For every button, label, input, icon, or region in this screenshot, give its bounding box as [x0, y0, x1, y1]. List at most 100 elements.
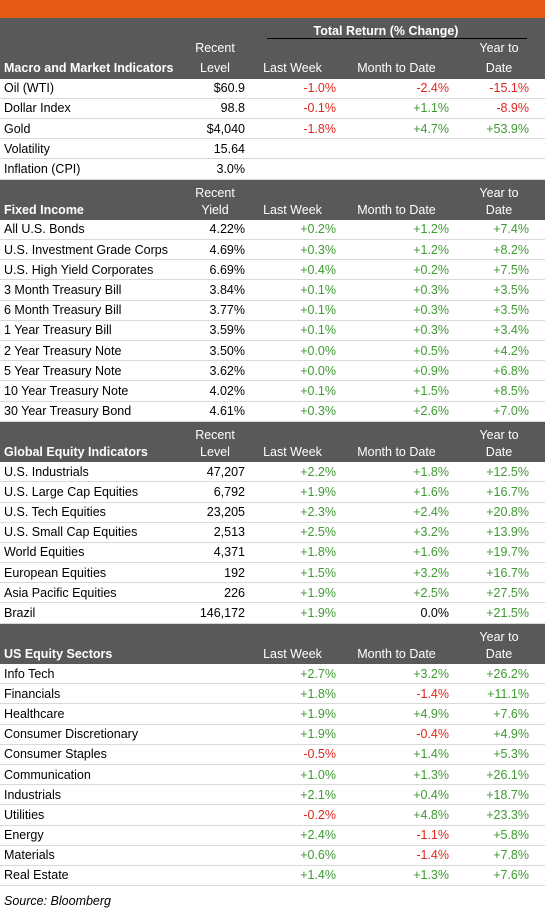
table-row: Oil (WTI) $60.9 -1.0% -2.4% -15.1%	[0, 79, 545, 99]
table-row: Dollar Index 98.8 -0.1% +1.1% -8.9%	[0, 99, 545, 119]
row-level: 6.69%	[209, 262, 245, 277]
row-month-to-date: +2.4%	[413, 505, 449, 520]
row-month-to-date: +0.3%	[413, 283, 449, 298]
row-last-week: +0.2%	[300, 222, 336, 237]
row-level: 4.69%	[209, 242, 245, 257]
table-row: 6 Month Treasury Bill 3.77% +0.1% +0.3% +3.5…	[0, 301, 545, 321]
table-row: U.S. Industrials 47,207 +2.2% +1.8% +12.5%	[0, 462, 545, 483]
table-row: U.S. Investment Grade Corps 4.69% +0.3% +1.…	[0, 240, 545, 261]
ytd-header-line2: Date	[485, 61, 513, 76]
row-last-week: +0.0%	[300, 343, 336, 358]
row-name: Communication	[4, 767, 91, 782]
table-row: 1 Year Treasury Bill 3.59% +0.1% +0.3% +3.4%	[0, 321, 545, 341]
accent-bar	[0, 0, 545, 18]
row-month-to-date: +0.2%	[413, 262, 449, 277]
level-header-line1: Recent	[195, 427, 235, 442]
row-year-to-date: +7.5%	[493, 262, 529, 277]
section-header-top: Total Return (% Change)	[0, 18, 545, 40]
row-year-to-date: +12.5%	[486, 464, 529, 479]
section-header-top: Recent Year to	[0, 421, 545, 442]
section-title: Fixed Income	[4, 202, 84, 217]
row-month-to-date: +1.3%	[413, 767, 449, 782]
row-year-to-date: +21.5%	[486, 606, 529, 621]
row-year-to-date: +27.5%	[486, 585, 529, 600]
row-year-to-date: +8.2%	[493, 242, 529, 257]
row-month-to-date: +0.9%	[413, 363, 449, 378]
ytd-header-line1: Year to	[479, 427, 519, 442]
table-row: All U.S. Bonds 4.22% +0.2% +1.2% +7.4%	[0, 220, 545, 241]
row-name: 1 Year Treasury Bill	[4, 323, 112, 338]
table-row: U.S. High Yield Corporates 6.69% +0.4% +0.2…	[0, 260, 545, 281]
row-name: Real Estate	[4, 868, 69, 883]
row-year-to-date: -15.1%	[489, 81, 529, 96]
last-week-header: Last Week	[263, 445, 322, 460]
row-name: U.S. Tech Equities	[4, 505, 106, 520]
row-last-week: +1.9%	[300, 706, 336, 721]
last-week-header: Last Week	[263, 61, 322, 76]
row-month-to-date: -2.4%	[416, 81, 449, 96]
row-month-to-date: +0.4%	[413, 787, 449, 802]
month-to-date-header: Month to Date	[357, 445, 436, 460]
table-row: Brazil 146,172 +1.9% 0.0% +21.5%	[0, 603, 545, 624]
row-month-to-date: +2.5%	[413, 585, 449, 600]
market-table: Total Return (% Change) Recent Year to Macr…	[0, 18, 545, 887]
table-row: Inflation (CPI) 3.0%	[0, 159, 545, 180]
ytd-header-line2: Date	[485, 202, 513, 217]
row-last-week: +0.0%	[300, 363, 336, 378]
row-last-week: +1.8%	[300, 545, 336, 560]
row-year-to-date: +6.8%	[493, 363, 529, 378]
row-month-to-date: +0.3%	[413, 323, 449, 338]
month-to-date-header: Month to Date	[357, 61, 436, 76]
table-row: Healthcare +1.9% +4.9% +7.6%	[0, 704, 545, 725]
row-level: 192	[224, 565, 245, 580]
row-last-week: +1.9%	[300, 484, 336, 499]
total-return-title: Total Return (% Change)	[245, 24, 527, 40]
row-month-to-date: +3.2%	[413, 525, 449, 540]
table-row: European Equities 192 +1.5% +3.2% +16.7%	[0, 563, 545, 584]
row-month-to-date: +1.1%	[413, 101, 449, 116]
row-last-week: +1.0%	[300, 767, 336, 782]
row-last-week: +1.8%	[300, 686, 336, 701]
row-level: 23,205	[206, 505, 245, 520]
table-row: 10 Year Treasury Note 4.02% +0.1% +1.5% +8.5…	[0, 381, 545, 402]
level-header-line2: Level	[200, 61, 230, 76]
row-year-to-date: +3.5%	[493, 303, 529, 318]
last-week-header: Last Week	[263, 202, 322, 217]
row-year-to-date: +16.7%	[486, 565, 529, 580]
table-row: Consumer Discretionary +1.9% -0.4% +4.9%	[0, 725, 545, 745]
row-level: 3.59%	[209, 323, 245, 338]
row-level: $60.9	[213, 81, 245, 96]
row-last-week: +0.6%	[300, 848, 336, 863]
row-year-to-date: +23.3%	[486, 807, 529, 822]
row-last-week: +0.3%	[300, 242, 336, 257]
row-last-week: +0.1%	[300, 303, 336, 318]
row-name: U.S. Investment Grade Corps	[4, 242, 168, 257]
row-month-to-date: +1.8%	[413, 464, 449, 479]
table-row: Real Estate +1.4% +1.3% +7.6%	[0, 866, 545, 887]
table-row: World Equities 4,371 +1.8% +1.6% +19.7%	[0, 543, 545, 564]
row-level: 6,792	[213, 484, 245, 499]
table-row: U.S. Small Cap Equities 2,513 +2.5% +3.2% +1…	[0, 523, 545, 543]
row-name: U.S. Small Cap Equities	[4, 525, 138, 540]
row-year-to-date: +7.8%	[493, 848, 529, 863]
row-name: Dollar Index	[4, 101, 71, 116]
row-year-to-date: +26.2%	[486, 666, 529, 681]
row-year-to-date: +3.5%	[493, 283, 529, 298]
row-last-week: -1.0%	[303, 81, 336, 96]
table-row: 2 Year Treasury Note 3.50% +0.0% +0.5% +4.2%	[0, 341, 545, 362]
row-name: Volatility	[4, 141, 50, 156]
row-name: Consumer Staples	[4, 747, 107, 762]
section-title: Macro and Market Indicators	[4, 61, 174, 76]
row-year-to-date: +8.5%	[493, 383, 529, 398]
table-row: Energy +2.4% -1.1% +5.8%	[0, 826, 545, 846]
row-level: 15.64	[213, 141, 245, 156]
row-last-week: +2.7%	[300, 666, 336, 681]
level-header-line2: Yield	[201, 202, 229, 217]
row-last-week: +0.1%	[300, 383, 336, 398]
table-row: Info Tech +2.7% +3.2% +26.2%	[0, 664, 545, 685]
table-row: U.S. Large Cap Equities 6,792 +1.9% +1.6% +1…	[0, 482, 545, 503]
row-last-week: +0.3%	[300, 404, 336, 419]
row-name: Energy	[4, 828, 44, 843]
row-month-to-date: +4.8%	[413, 807, 449, 822]
row-year-to-date: +26.1%	[486, 767, 529, 782]
